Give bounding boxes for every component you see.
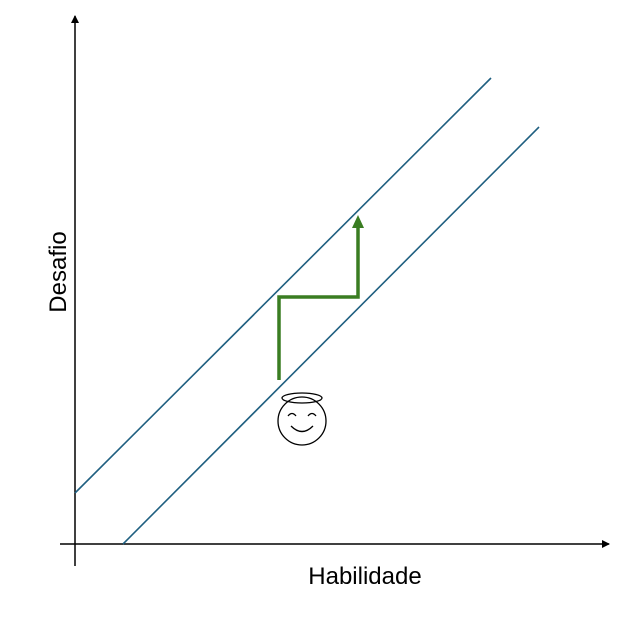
smiling-face-with-halo-icon [277,392,327,446]
x-axis-label: Habilidade [308,563,421,590]
progress-path-arrow [277,226,360,380]
y-axis-label: Desafio [45,231,72,312]
lower-channel-line [122,126,540,545]
arrow-head [352,215,364,228]
upper-channel-line [74,77,492,494]
